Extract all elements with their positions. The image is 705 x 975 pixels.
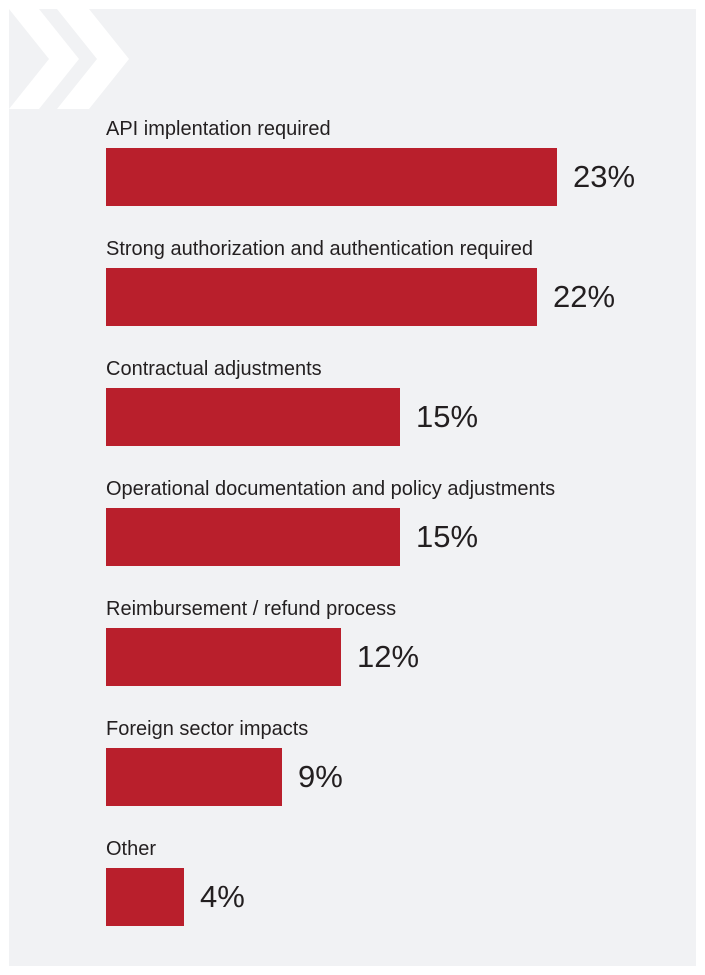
- category-label: Operational documentation and policy adj…: [106, 478, 556, 500]
- category-label: Strong authorization and authentication …: [106, 238, 533, 260]
- category-label: Other: [106, 838, 157, 860]
- bar: [106, 748, 282, 806]
- bar: [106, 508, 400, 566]
- bar: [106, 268, 537, 326]
- bar: [106, 388, 400, 446]
- bar: [106, 628, 341, 686]
- bar-chart: API implentation required 23% Strong autho…: [9, 9, 696, 966]
- value-label: 9%: [298, 759, 343, 794]
- category-label: API implentation required: [106, 118, 331, 140]
- value-label: 15%: [416, 399, 479, 434]
- value-label: 23%: [573, 159, 636, 194]
- chart-card: API implentation required 23% Strong autho…: [9, 9, 696, 966]
- bar: [106, 868, 184, 926]
- bar: [106, 148, 557, 206]
- category-label: Contractual adjustments: [106, 358, 322, 380]
- value-label: 15%: [416, 519, 479, 554]
- value-label: 12%: [357, 639, 420, 674]
- value-label: 22%: [553, 279, 616, 314]
- double-chevron-right-icon: [9, 9, 129, 109]
- category-label: Reimbursement / refund process: [106, 598, 397, 620]
- category-label: Foreign sector impacts: [106, 718, 309, 740]
- value-label: 4%: [200, 879, 245, 914]
